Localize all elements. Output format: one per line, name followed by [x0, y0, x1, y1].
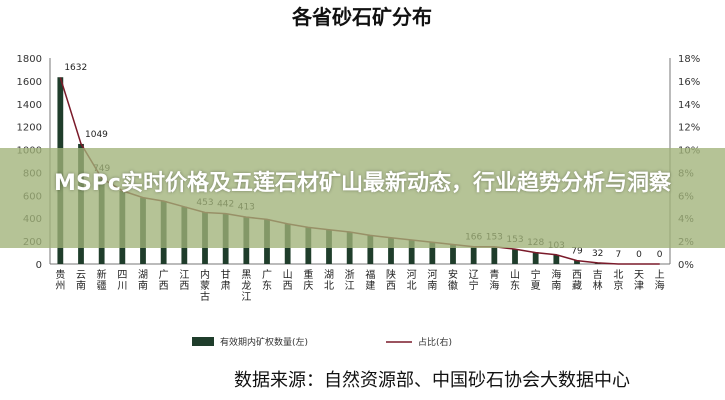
category-label: 湖北 — [324, 269, 334, 292]
left-tick-label: 1800 — [17, 54, 42, 65]
category-label: 陕西 — [386, 268, 396, 292]
bar — [367, 235, 374, 264]
data-label: 7 — [615, 250, 621, 260]
chart-title: 各省砂石矿分布 — [291, 5, 432, 29]
category-label: 山东 — [510, 269, 520, 292]
category-label: 北京 — [613, 269, 623, 292]
category-label: 青海 — [489, 268, 499, 292]
category-label: 浙江 — [345, 269, 355, 292]
right-tick-label: 18% — [678, 54, 700, 65]
category-label: 上海 — [655, 269, 665, 292]
category-label: 西藏 — [572, 270, 582, 292]
data-source: 数据来源：自然资源部、中国砂石协会大数据中心 — [234, 370, 630, 391]
category-label: 甘肃 — [221, 268, 231, 292]
left-tick-label: 1200 — [17, 123, 42, 134]
category-label: 广东 — [262, 269, 272, 292]
left-tick-label: 0 — [36, 260, 42, 271]
category-label: 湖南 — [138, 269, 148, 292]
category-label: 河南 — [427, 269, 437, 292]
bar — [532, 252, 539, 264]
data-label: 79 — [571, 246, 583, 256]
category-label: 海南 — [551, 268, 561, 292]
category-label: 黑龙江 — [241, 269, 251, 303]
category-label: 四川 — [117, 270, 127, 292]
category-label: 江西 — [179, 269, 189, 292]
headline-text: MSPc实时价格及五莲石材矿山最新动态，行业趋势分析与洞察 — [54, 171, 671, 196]
category-label: 吉林 — [593, 269, 603, 292]
category-label: 内蒙古 — [200, 268, 210, 303]
category-label: 山西 — [283, 269, 293, 292]
data-label: 1632 — [64, 63, 87, 73]
legend-line-label: 占比(右) — [418, 336, 452, 348]
category-label: 宁夏 — [531, 268, 541, 292]
bar — [388, 237, 394, 264]
category-label: 河北 — [407, 269, 417, 292]
right-tick-label: 16% — [678, 77, 700, 88]
bar — [450, 245, 456, 264]
bar — [470, 246, 477, 264]
data-label: 1049 — [85, 130, 108, 140]
headline-banner — [0, 148, 725, 248]
legend-bar-swatch — [192, 337, 214, 346]
bar — [408, 239, 415, 264]
bar — [491, 246, 498, 264]
left-tick-label: 1400 — [17, 100, 42, 111]
right-tick-label: 14% — [678, 100, 700, 111]
category-label: 贵州 — [55, 268, 65, 292]
category-label: 云南 — [76, 270, 86, 292]
data-label: 0 — [657, 250, 663, 260]
bar — [512, 249, 518, 264]
right-tick-label: 12% — [678, 123, 700, 134]
bar — [429, 242, 436, 264]
right-tick-label: 0% — [678, 260, 694, 271]
data-label: 32 — [592, 249, 603, 259]
legend-bar-label: 有效期内矿权数量(左) — [220, 336, 308, 348]
bar — [553, 254, 560, 264]
category-label: 福建 — [365, 268, 375, 292]
category-label: 安徽 — [448, 268, 458, 292]
category-label: 天津 — [634, 270, 644, 292]
category-label: 重庆 — [303, 268, 313, 292]
category-label: 新疆 — [97, 268, 107, 292]
bar — [574, 260, 580, 264]
category-label: 辽宁 — [469, 269, 479, 292]
category-label: 广西 — [159, 269, 169, 292]
data-label: 0 — [636, 250, 642, 260]
left-tick-label: 1600 — [17, 77, 42, 88]
legend: 有效期内矿权数量(左) 占比(右) — [192, 336, 452, 348]
